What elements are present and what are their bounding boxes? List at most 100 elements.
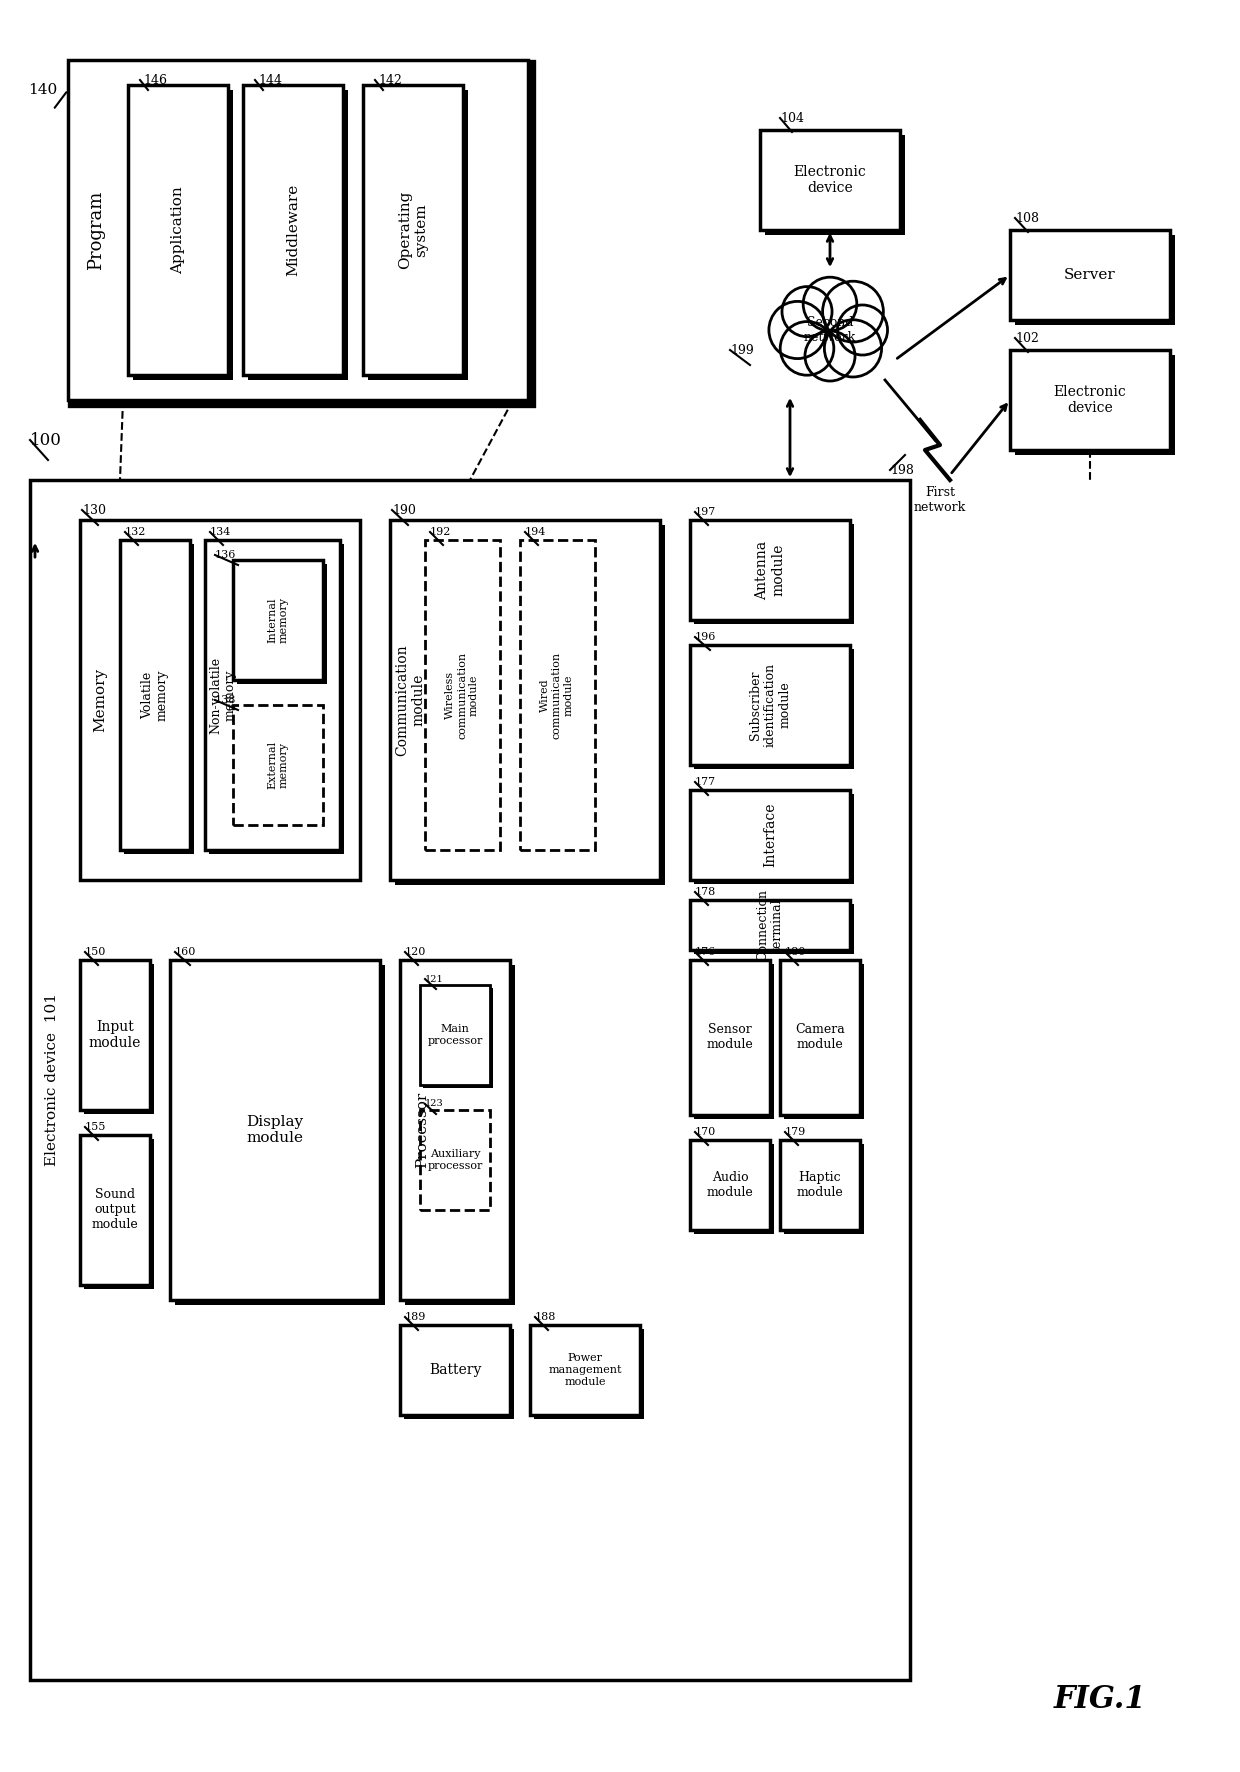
FancyBboxPatch shape: [534, 1329, 644, 1419]
Text: 176: 176: [694, 946, 717, 957]
Text: 130: 130: [82, 503, 105, 516]
Text: Electronic device  101: Electronic device 101: [45, 994, 60, 1166]
Text: Sensor
module: Sensor module: [707, 1022, 754, 1051]
Circle shape: [822, 282, 883, 342]
Text: Wired
communication
module: Wired communication module: [541, 652, 574, 739]
Text: 188: 188: [534, 1311, 557, 1322]
FancyBboxPatch shape: [760, 129, 900, 230]
Text: Volatile
memory: Volatile memory: [141, 670, 169, 721]
FancyBboxPatch shape: [175, 966, 384, 1304]
FancyBboxPatch shape: [694, 794, 854, 884]
Text: 198: 198: [890, 464, 914, 477]
Text: 144: 144: [258, 73, 281, 87]
Text: External
memory: External memory: [267, 741, 289, 789]
FancyBboxPatch shape: [694, 1145, 774, 1233]
FancyBboxPatch shape: [694, 964, 774, 1118]
FancyBboxPatch shape: [1016, 354, 1176, 455]
FancyBboxPatch shape: [133, 90, 233, 379]
FancyBboxPatch shape: [124, 544, 193, 854]
FancyBboxPatch shape: [689, 960, 770, 1115]
Text: Server: Server: [1064, 268, 1116, 282]
Text: 170: 170: [694, 1127, 717, 1138]
FancyBboxPatch shape: [210, 544, 343, 854]
Text: Middleware: Middleware: [286, 184, 300, 276]
Text: 179: 179: [785, 1127, 806, 1138]
FancyBboxPatch shape: [1011, 351, 1171, 450]
Text: Internal
memory: Internal memory: [267, 597, 289, 643]
Text: 160: 160: [175, 946, 196, 957]
Circle shape: [797, 298, 863, 363]
Text: 194: 194: [525, 526, 547, 537]
FancyBboxPatch shape: [128, 85, 228, 376]
Text: 102: 102: [1016, 331, 1039, 344]
Text: Non-volatile
memory: Non-volatile memory: [210, 656, 237, 734]
FancyBboxPatch shape: [420, 985, 490, 1084]
Text: Subscriber
identification
module: Subscriber identification module: [749, 663, 791, 748]
Text: 134: 134: [210, 526, 232, 537]
FancyBboxPatch shape: [694, 649, 854, 769]
Text: 192: 192: [430, 526, 451, 537]
Text: Wireless
communication
module: Wireless communication module: [445, 652, 479, 739]
FancyBboxPatch shape: [68, 60, 528, 400]
FancyBboxPatch shape: [689, 645, 849, 766]
Text: Application: Application: [171, 186, 185, 275]
Text: Sound
output
module: Sound output module: [92, 1189, 139, 1232]
FancyBboxPatch shape: [689, 790, 849, 881]
Text: 180: 180: [785, 946, 806, 957]
Text: 123: 123: [425, 1099, 444, 1109]
Text: 196: 196: [694, 633, 717, 641]
Text: Antenna
module: Antenna module: [755, 540, 785, 599]
Text: Audio
module: Audio module: [707, 1171, 754, 1200]
Circle shape: [805, 331, 856, 381]
FancyBboxPatch shape: [170, 960, 379, 1301]
FancyBboxPatch shape: [81, 519, 360, 881]
FancyBboxPatch shape: [780, 1139, 861, 1230]
FancyBboxPatch shape: [248, 90, 348, 379]
FancyBboxPatch shape: [520, 540, 595, 851]
Text: 150: 150: [86, 946, 107, 957]
FancyBboxPatch shape: [233, 705, 322, 826]
Text: 142: 142: [378, 73, 402, 87]
FancyBboxPatch shape: [423, 989, 494, 1088]
FancyBboxPatch shape: [784, 1145, 864, 1233]
Text: Connection
terminal: Connection terminal: [756, 890, 784, 960]
FancyBboxPatch shape: [689, 1139, 770, 1230]
FancyBboxPatch shape: [243, 85, 343, 376]
FancyBboxPatch shape: [237, 563, 327, 684]
Text: 190: 190: [392, 503, 415, 516]
Text: Second
network: Second network: [804, 315, 856, 344]
FancyBboxPatch shape: [425, 540, 500, 851]
FancyBboxPatch shape: [363, 85, 463, 376]
FancyBboxPatch shape: [784, 964, 864, 1118]
FancyBboxPatch shape: [84, 964, 154, 1115]
Text: Battery: Battery: [429, 1363, 481, 1377]
FancyBboxPatch shape: [405, 966, 515, 1304]
FancyBboxPatch shape: [401, 960, 510, 1301]
FancyBboxPatch shape: [205, 540, 340, 851]
FancyBboxPatch shape: [391, 519, 660, 881]
Text: 138: 138: [215, 695, 237, 705]
Text: 178: 178: [694, 888, 717, 897]
Text: Communication
module: Communication module: [394, 645, 425, 757]
Text: 120: 120: [405, 946, 427, 957]
Text: First
network: First network: [914, 486, 966, 514]
Text: 121: 121: [425, 975, 444, 983]
FancyBboxPatch shape: [120, 540, 190, 851]
Text: Haptic
module: Haptic module: [796, 1171, 843, 1200]
Text: Memory: Memory: [93, 668, 107, 732]
FancyBboxPatch shape: [30, 480, 910, 1680]
Text: 132: 132: [125, 526, 146, 537]
Circle shape: [804, 276, 857, 331]
Text: 136: 136: [215, 549, 237, 560]
Text: 108: 108: [1016, 211, 1039, 225]
Text: Interface: Interface: [763, 803, 777, 867]
FancyBboxPatch shape: [233, 560, 322, 680]
Text: 177: 177: [694, 776, 717, 787]
Circle shape: [837, 305, 888, 354]
Circle shape: [782, 287, 832, 337]
FancyBboxPatch shape: [81, 960, 150, 1109]
Text: FIG.1: FIG.1: [1054, 1685, 1146, 1715]
Text: Electronic
device: Electronic device: [1054, 385, 1126, 415]
Text: 140: 140: [29, 83, 57, 97]
FancyBboxPatch shape: [72, 64, 532, 404]
